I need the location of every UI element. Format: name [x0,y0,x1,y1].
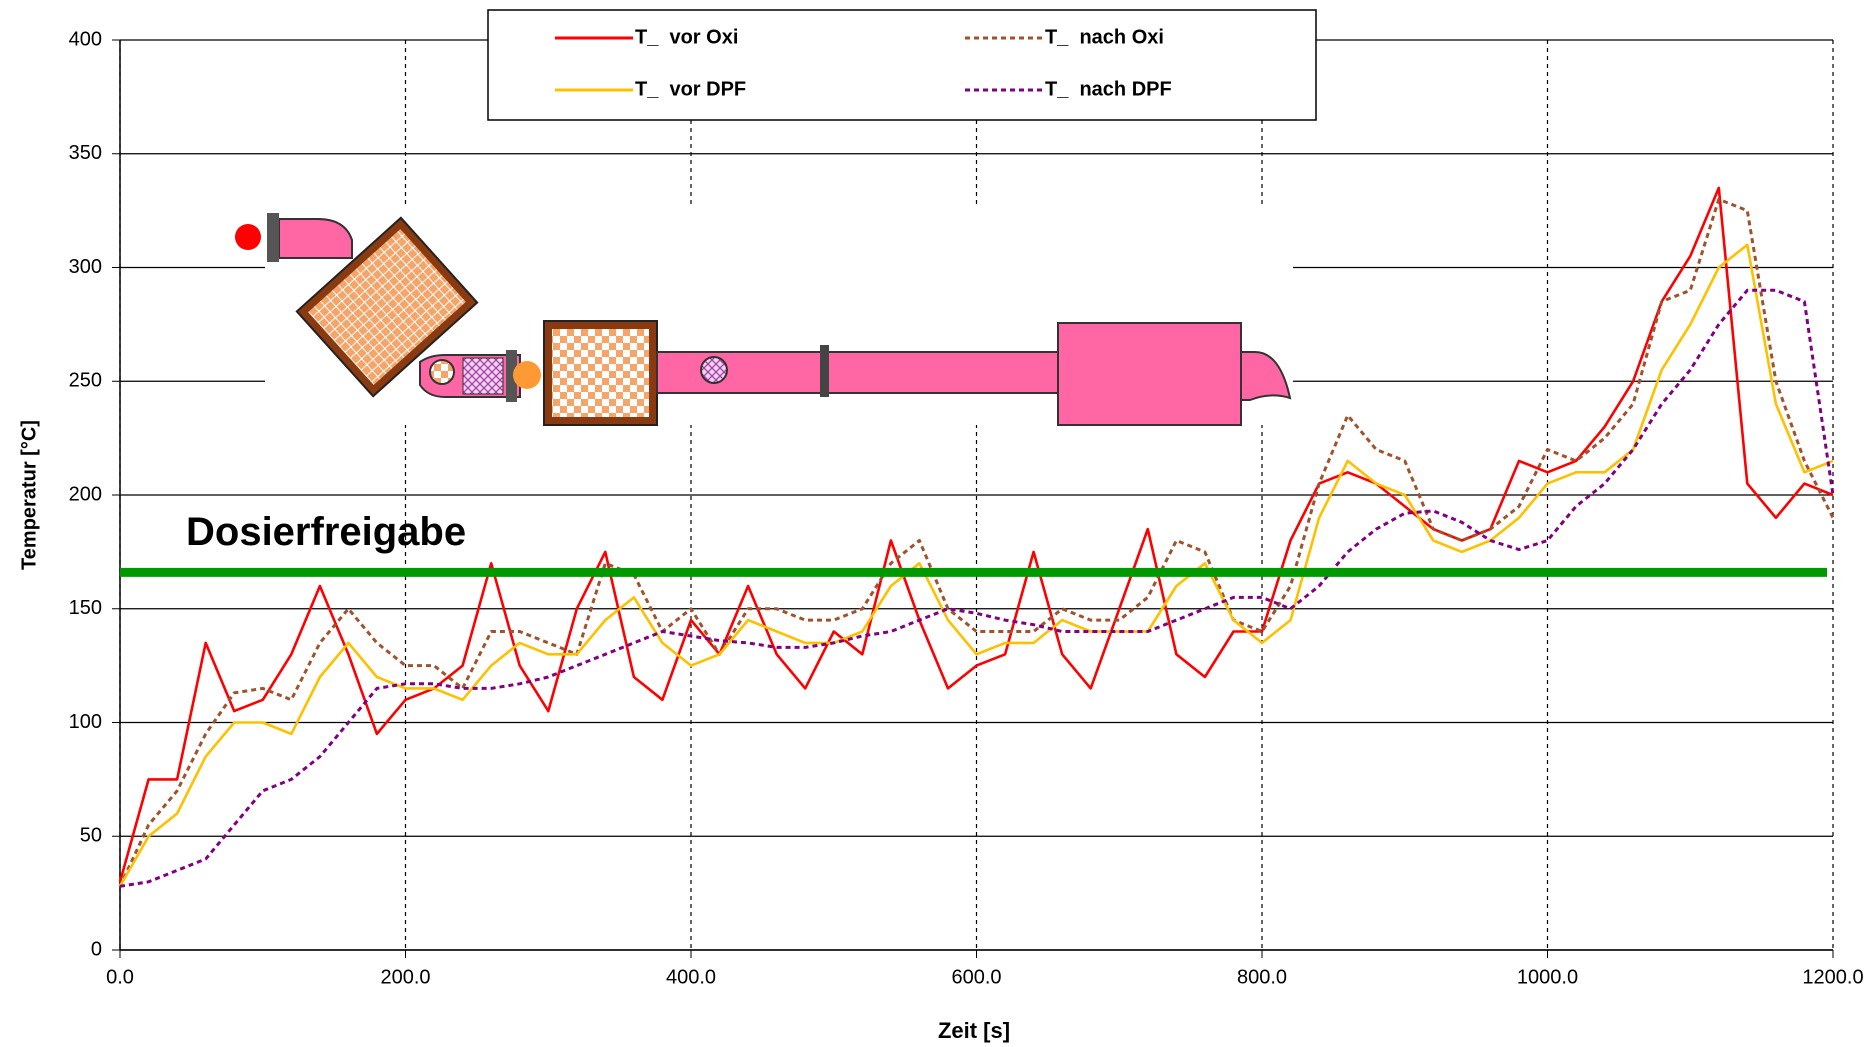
mixer [429,359,455,385]
grid: 0 50 100 150 200 250 300 350 400 0.0 200.0 400.0 600… [69,28,1864,988]
x-tick-label: 800.0 [1237,966,1287,988]
overlay: Dosierfreigabe T_ vor Oxi T_ nach Oxi T_ vo… [120,9,1827,577]
sensor-vor-oxi [235,224,261,250]
y-tick-label: 50 [80,825,102,847]
exhaust-diagram [235,205,1293,426]
legend-label: T_ nach DPF [1045,78,1172,100]
y-tick-label: 200 [69,483,102,505]
x-tick-label: 400.0 [666,966,716,988]
sensor-vor-dpf [513,361,541,389]
dpf-core [552,329,649,417]
flange [820,345,829,397]
pipe [278,218,353,259]
x-tick-label: 600.0 [951,966,1001,988]
y-axis-title: Temperatur [°C] [18,420,40,570]
flange [267,213,279,262]
x-tick-label: 1000.0 [1517,966,1578,988]
series-line [118,243,1834,887]
x-tick-label: 0.0 [106,966,134,988]
legend-label: T_ vor DPF [635,78,746,100]
flange [506,350,517,402]
legend-label: T_ vor Oxi [635,26,738,48]
series [118,186,1835,888]
x-tick-label: 1200.0 [1802,966,1863,988]
y-tick-label: 100 [69,711,102,733]
threshold-label: Dosierfreigabe [186,510,466,554]
muffler [1057,322,1242,426]
y-tick-label: 150 [69,597,102,619]
y-tick-label: 300 [69,256,102,278]
doser [462,357,504,395]
tail-pipe [1240,351,1292,401]
y-tick-label: 250 [69,370,102,392]
y-tick-label: 0 [91,938,102,960]
sensor-nach-dpf [700,356,728,384]
x-axis-title: Zeit [s] [938,1018,1010,1043]
y-tick-label: 350 [69,142,102,164]
series-line [119,288,1835,888]
y-tick-label: 400 [69,28,102,50]
oxi-catalyst [295,216,479,398]
legend-box [487,9,1317,121]
series-line [118,197,1835,887]
x-tick-label: 200.0 [380,966,430,988]
series-line [118,186,1834,883]
legend-label: T_ nach Oxi [1045,26,1164,48]
